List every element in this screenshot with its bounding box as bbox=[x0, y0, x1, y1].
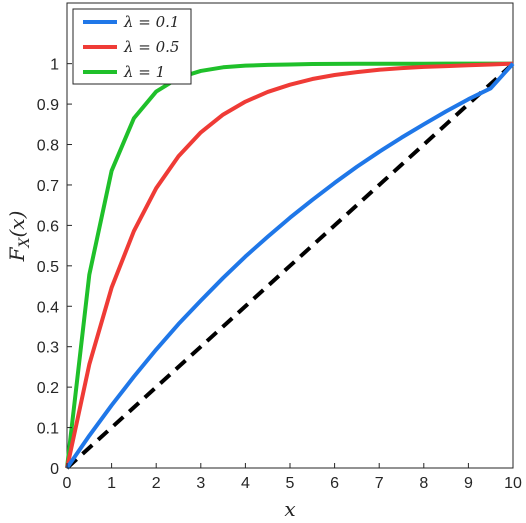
y-tick-label: 0.5 bbox=[37, 259, 59, 276]
y-tick-label: 0 bbox=[50, 461, 59, 478]
series-layer bbox=[65, 61, 515, 470]
x-tick-label: 7 bbox=[375, 475, 384, 492]
x-axis-title: x bbox=[284, 497, 295, 521]
y-axis-title-base: F bbox=[5, 246, 29, 262]
x-tick-label: 2 bbox=[152, 475, 161, 492]
series-line bbox=[65, 61, 513, 469]
y-tick-label: 1 bbox=[50, 57, 59, 74]
x-tick-label: 0 bbox=[63, 475, 72, 492]
y-tick-label: 0.9 bbox=[37, 97, 59, 114]
x-tick-label: 4 bbox=[241, 475, 250, 492]
legend: λ = 0.1 λ = 0.5 λ = 1 bbox=[72, 8, 192, 85]
x-tick-label: 1 bbox=[107, 475, 116, 492]
y-tick-label: 0.7 bbox=[37, 178, 59, 195]
y-tick-label: 0.8 bbox=[37, 138, 59, 155]
y-tick-label: 0.2 bbox=[37, 380, 59, 397]
x-tick-label: 8 bbox=[419, 475, 428, 492]
y-axis-title-arg: (x) bbox=[5, 211, 29, 238]
legend-label-lambda-0.1: λ = 0.1 bbox=[123, 13, 179, 31]
x-tick-label: 6 bbox=[330, 475, 339, 492]
y-tick-label: 0.4 bbox=[37, 299, 59, 316]
y-tick-label: 0.1 bbox=[37, 421, 59, 438]
series-line bbox=[65, 61, 514, 469]
x-tick-label: 10 bbox=[504, 475, 522, 492]
legend-label-lambda-1: λ = 1 bbox=[123, 63, 165, 81]
series-line bbox=[65, 62, 515, 470]
legend-label-lambda-0.5: λ = 0.5 bbox=[123, 38, 179, 56]
x-tick-label: 5 bbox=[286, 475, 295, 492]
y-tick-label: 0.3 bbox=[37, 340, 59, 357]
x-tick-label: 9 bbox=[464, 475, 473, 492]
svg-text:FX(x): FX(x) bbox=[5, 211, 33, 263]
x-tick-label: 3 bbox=[196, 475, 205, 492]
y-axis-title-sub: X bbox=[17, 236, 33, 248]
plot-area: 0 1 2 3 4 5 6 7 8 9 10 0 0.1 0.2 0.3 0.4 0.5 0.6 0.7 0.8 0.9… bbox=[37, 2, 522, 492]
tick-layer: 0 1 2 3 4 5 6 7 8 9 10 0 0.1 0.2 0.3 0.4 0.5 0.6 0.7 0.8 0.9… bbox=[37, 57, 522, 492]
reference-diagonal-line bbox=[65, 62, 515, 470]
y-axis-title: FX(x) bbox=[5, 211, 33, 263]
y-tick-label: 0.6 bbox=[37, 218, 59, 235]
